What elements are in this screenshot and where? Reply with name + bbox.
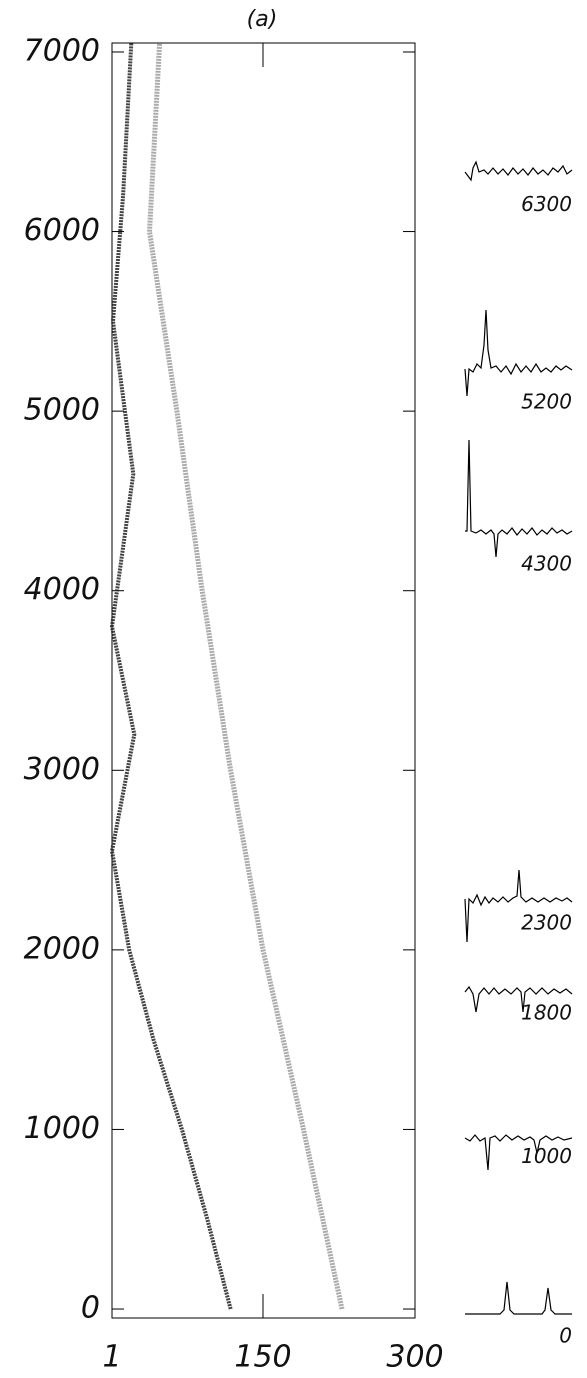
y-tick-label: 0 (81, 1291, 100, 1326)
y-tick-label: 4000 (24, 572, 100, 607)
profile-label: 1800 (521, 1000, 572, 1024)
x-tick-label: 1 (102, 1340, 121, 1375)
profile-label: 0 (559, 1324, 572, 1348)
plot-frame (111, 42, 416, 1319)
profile-label: 4300 (521, 551, 572, 575)
y-tick-label: 2000 (24, 931, 100, 966)
profile-5200 (464, 309, 573, 397)
y-tick-label: 1000 (24, 1111, 100, 1146)
profile-label: 6300 (521, 192, 572, 216)
x-tick-label: 150 (234, 1340, 291, 1375)
profiles (464, 160, 573, 1315)
y-tick-label: 6000 (24, 213, 100, 248)
profile-4300 (465, 439, 573, 558)
trajectory (109, 42, 233, 1310)
profile-0 (465, 1281, 572, 1315)
profile-label: 1000 (521, 1144, 572, 1168)
y-tick-label: 7000 (24, 33, 100, 68)
chart-title: (a) (247, 7, 278, 32)
profile-label: 2300 (521, 910, 572, 934)
y-tick-label: 3000 (24, 752, 100, 787)
y-tick-label: 5000 (24, 393, 100, 428)
x-tick-label: 300 (386, 1340, 443, 1375)
profile-1000 (464, 1134, 573, 1171)
trajectory (146, 42, 345, 1310)
profile-2300 (464, 869, 573, 943)
profile-1800 (464, 985, 573, 1013)
profile-label: 5200 (521, 390, 572, 414)
profile-6300 (464, 160, 573, 182)
